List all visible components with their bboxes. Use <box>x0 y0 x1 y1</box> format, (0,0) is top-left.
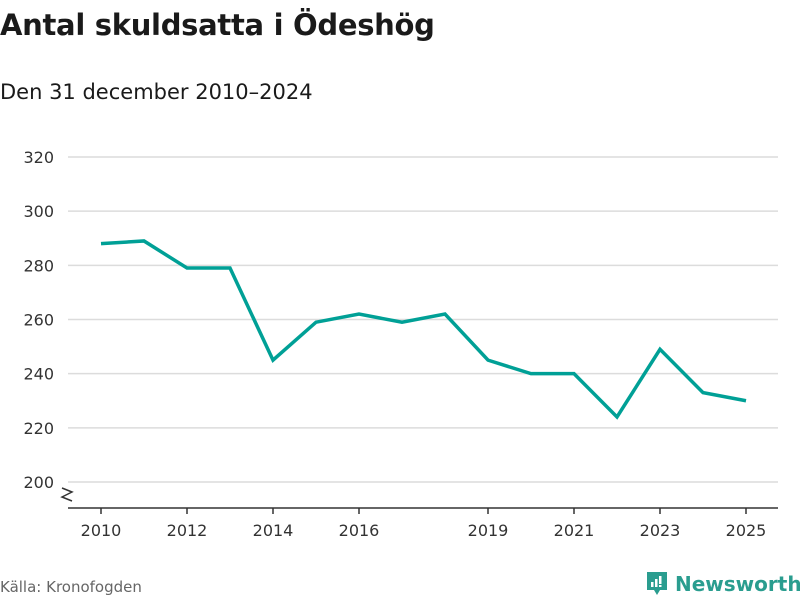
x-tick-label: 2014 <box>253 521 294 540</box>
chart-subtitle: Den 31 december 2010–2024 <box>0 80 313 104</box>
y-tick-label: 280 <box>23 256 54 275</box>
x-tick-label: 2010 <box>81 521 122 540</box>
brand-logo: Newsworthy <box>645 570 800 598</box>
x-tick-label: 2021 <box>554 521 595 540</box>
x-tick-label: 2019 <box>468 521 509 540</box>
source-note: Källa: Kronofogden <box>0 578 142 596</box>
y-tick-label: 220 <box>23 419 54 438</box>
brand-name: Newsworthy <box>675 572 800 596</box>
y-tick-label: 260 <box>23 311 54 330</box>
axis-break-icon <box>60 487 74 502</box>
x-tick-label: 2012 <box>167 521 208 540</box>
y-tick-label: 320 <box>23 148 54 167</box>
y-tick-label: 200 <box>23 473 54 492</box>
x-tick-label: 2025 <box>726 521 767 540</box>
newsworthy-logo-icon <box>647 572 667 595</box>
series-line <box>100 239 747 420</box>
y-tick-label: 300 <box>23 202 54 221</box>
y-tick-label: 240 <box>23 365 54 384</box>
chart-title: Antal skuldsatta i Ödeshög <box>0 8 435 42</box>
line-chart: 200 220 240 260 280 300 320 2010 2012 2014 2016 201… <box>23 148 778 540</box>
x-tick-label: 2016 <box>339 521 380 540</box>
x-tick-label: 2023 <box>640 521 681 540</box>
